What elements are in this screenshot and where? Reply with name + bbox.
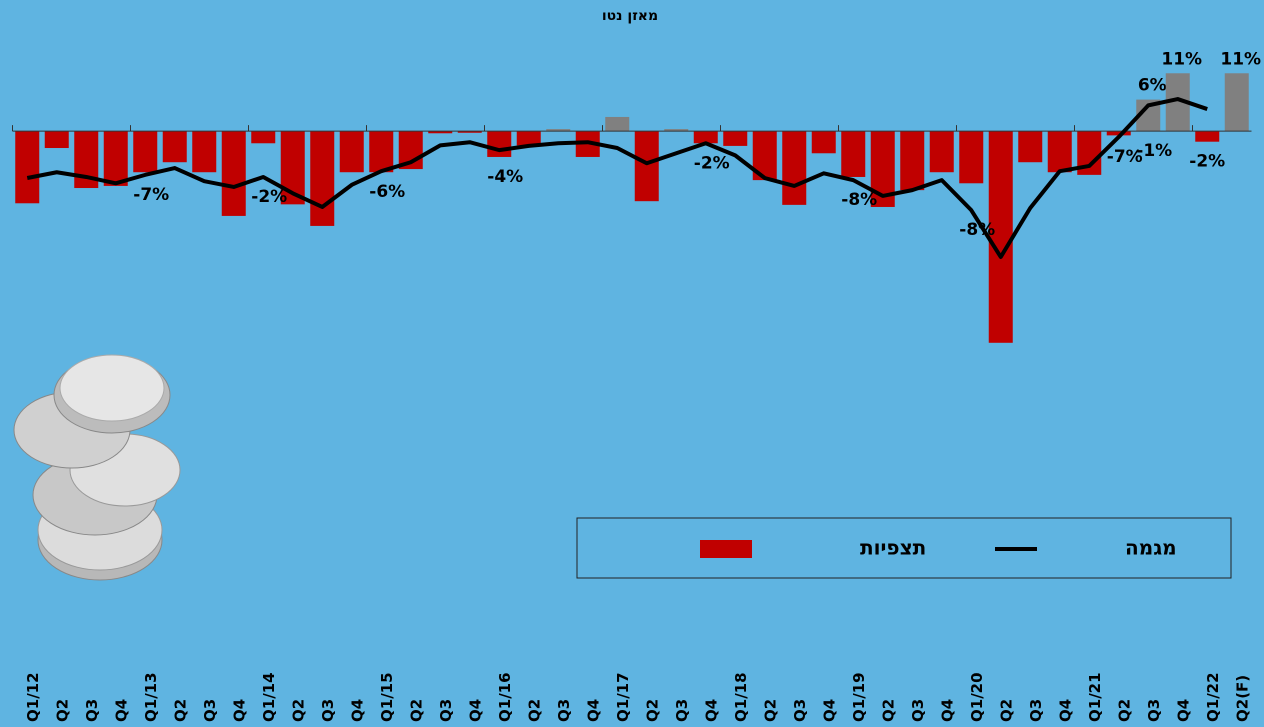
- x-tick-label: Q1/20: [968, 672, 986, 722]
- bar-value-label: 6%: [1138, 76, 1167, 96]
- bar: [546, 129, 571, 132]
- x-tick-label: Q2: [171, 699, 189, 722]
- x-tick-label: Q2: [997, 699, 1015, 722]
- bar: [103, 131, 128, 186]
- bar-value-label: 11%: [1161, 49, 1202, 69]
- x-tick-label: Q3: [909, 699, 927, 722]
- x-tick-label: Q1/14: [260, 672, 278, 722]
- bar: [634, 131, 659, 202]
- bar: [192, 131, 217, 173]
- bar: [221, 131, 246, 216]
- x-tick-label: Q2: [761, 699, 779, 722]
- annotation: -8%: [959, 220, 995, 240]
- x-tick-label: Q4: [466, 699, 484, 722]
- bar: [900, 131, 925, 191]
- bar: [457, 131, 482, 133]
- annotation: -6%: [369, 182, 405, 202]
- x-tick-label: Q3: [673, 699, 691, 722]
- bar: [841, 131, 866, 177]
- trend-line: [26, 97, 1208, 259]
- x-tick-label: Q2: [53, 699, 71, 722]
- x-tick-label: Q3: [83, 699, 101, 722]
- bar: [959, 131, 984, 184]
- x-tick-label: Q1/17: [614, 672, 632, 722]
- bar: [723, 131, 748, 146]
- bar-value-label: -2%: [1189, 152, 1225, 172]
- x-tick-label: Q2: [407, 699, 425, 722]
- annotation: -7%: [1107, 147, 1143, 167]
- chart-title: מאזן נטו: [602, 8, 658, 24]
- annotation: -2%: [694, 153, 730, 173]
- bar: [1195, 131, 1220, 142]
- x-tick-label: Q2: [289, 699, 307, 722]
- annotation: -4%: [487, 167, 523, 187]
- coins: [13, 354, 181, 581]
- x-tick-label: Q1/22: [1204, 672, 1222, 722]
- annotation: -8%: [841, 190, 877, 210]
- x-tick-label: Q2: [1115, 699, 1133, 722]
- x-tick-label: Q4: [112, 699, 130, 722]
- legend-label: תצפיות: [860, 536, 926, 560]
- bar: [929, 131, 954, 173]
- x-tick-label: Q1/21: [1086, 672, 1104, 722]
- x-tick-label: Q3: [201, 699, 219, 722]
- bar: [133, 131, 158, 173]
- bar: [1224, 73, 1249, 132]
- x-tick-label: Q3: [791, 699, 809, 722]
- x-tick-label: Q4: [1174, 699, 1192, 722]
- x-tick-label: Q3: [555, 699, 573, 722]
- x-tick-label: Q3: [1027, 699, 1045, 722]
- bar: [339, 131, 364, 173]
- x-tick-label: Q1/16: [496, 672, 514, 722]
- x-tick-label: Q4: [820, 699, 838, 722]
- x-tick-label: Q4: [348, 699, 366, 722]
- bar: [44, 131, 69, 149]
- bar: [251, 131, 276, 144]
- bar: [1106, 131, 1131, 136]
- bar: [428, 131, 453, 134]
- x-tick-label: Q4: [702, 699, 720, 722]
- bar: [693, 131, 718, 144]
- annotation: -1%: [1136, 141, 1172, 161]
- bar-value-label: 11%: [1220, 49, 1261, 69]
- x-tick-label: Q2: [525, 699, 543, 722]
- bar: [516, 131, 541, 146]
- x-tick-label: Q1/18: [732, 672, 750, 722]
- bar: [15, 131, 40, 204]
- bar: [369, 131, 394, 173]
- bar: [811, 131, 836, 154]
- bar: [664, 129, 689, 132]
- x-tick-label: Q3: [319, 699, 337, 722]
- x-tick-label: Q3: [1145, 699, 1163, 722]
- x-tick-label: Q1/13: [142, 672, 160, 722]
- x-tick-label: Q4: [1056, 699, 1074, 722]
- x-tick-label: Q1/12: [24, 672, 42, 722]
- bar: [782, 131, 807, 205]
- bar: [1018, 131, 1043, 163]
- x-tick-label: Q2(F): [1233, 675, 1251, 722]
- x-tick-label: Q4: [230, 699, 248, 722]
- x-tick-label: Q3: [437, 699, 455, 722]
- annotation: -2%: [251, 187, 287, 207]
- x-tick-label: Q2: [643, 699, 661, 722]
- x-tick-label: Q2: [879, 699, 897, 722]
- legend-label: מגמה: [1125, 536, 1177, 560]
- x-tick-label: Q1/15: [378, 672, 396, 722]
- bar: [487, 131, 512, 157]
- bar: [988, 131, 1013, 343]
- bar: [1047, 131, 1072, 173]
- x-tick-label: Q4: [584, 699, 602, 722]
- x-tick-label: Q4: [938, 699, 956, 722]
- bar: [605, 116, 630, 132]
- legend-swatch: [700, 540, 752, 558]
- annotation: -7%: [133, 185, 169, 205]
- bar: [310, 131, 335, 226]
- legend-box: [576, 517, 1232, 579]
- bar: [162, 131, 187, 163]
- x-tick-label: Q1/19: [850, 672, 868, 722]
